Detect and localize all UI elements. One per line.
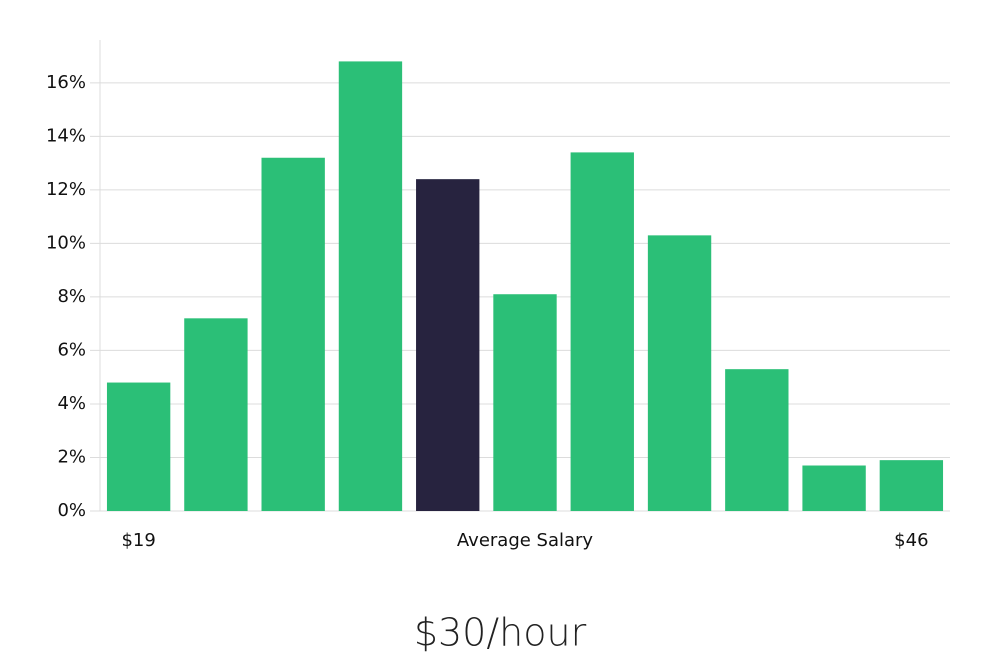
bar: [725, 369, 789, 511]
y-tick-label: 16%: [46, 72, 86, 93]
bar: [184, 318, 248, 511]
x-tick-label: Average Salary: [457, 530, 594, 551]
y-tick-label: 6%: [57, 339, 86, 360]
bar: [802, 465, 866, 511]
bar: [879, 460, 944, 511]
bar: [647, 235, 712, 511]
bar: [338, 61, 403, 512]
caption: $30/hour: [414, 611, 587, 655]
bar: [493, 294, 557, 511]
y-tick-label: 10%: [46, 232, 86, 253]
bar: [106, 382, 171, 511]
y-tick-label: 2%: [57, 446, 86, 467]
y-tick-label: 14%: [46, 125, 86, 146]
y-tick-label: 8%: [57, 286, 86, 307]
x-tick-label: $19: [121, 530, 155, 551]
x-tick-label: $46: [894, 530, 928, 551]
bar: [416, 179, 480, 511]
y-tick-label: 12%: [46, 179, 86, 200]
y-tick-label: 0%: [57, 500, 86, 521]
bar: [261, 157, 325, 511]
y-tick-label: 4%: [57, 393, 86, 414]
bar: [570, 152, 634, 512]
